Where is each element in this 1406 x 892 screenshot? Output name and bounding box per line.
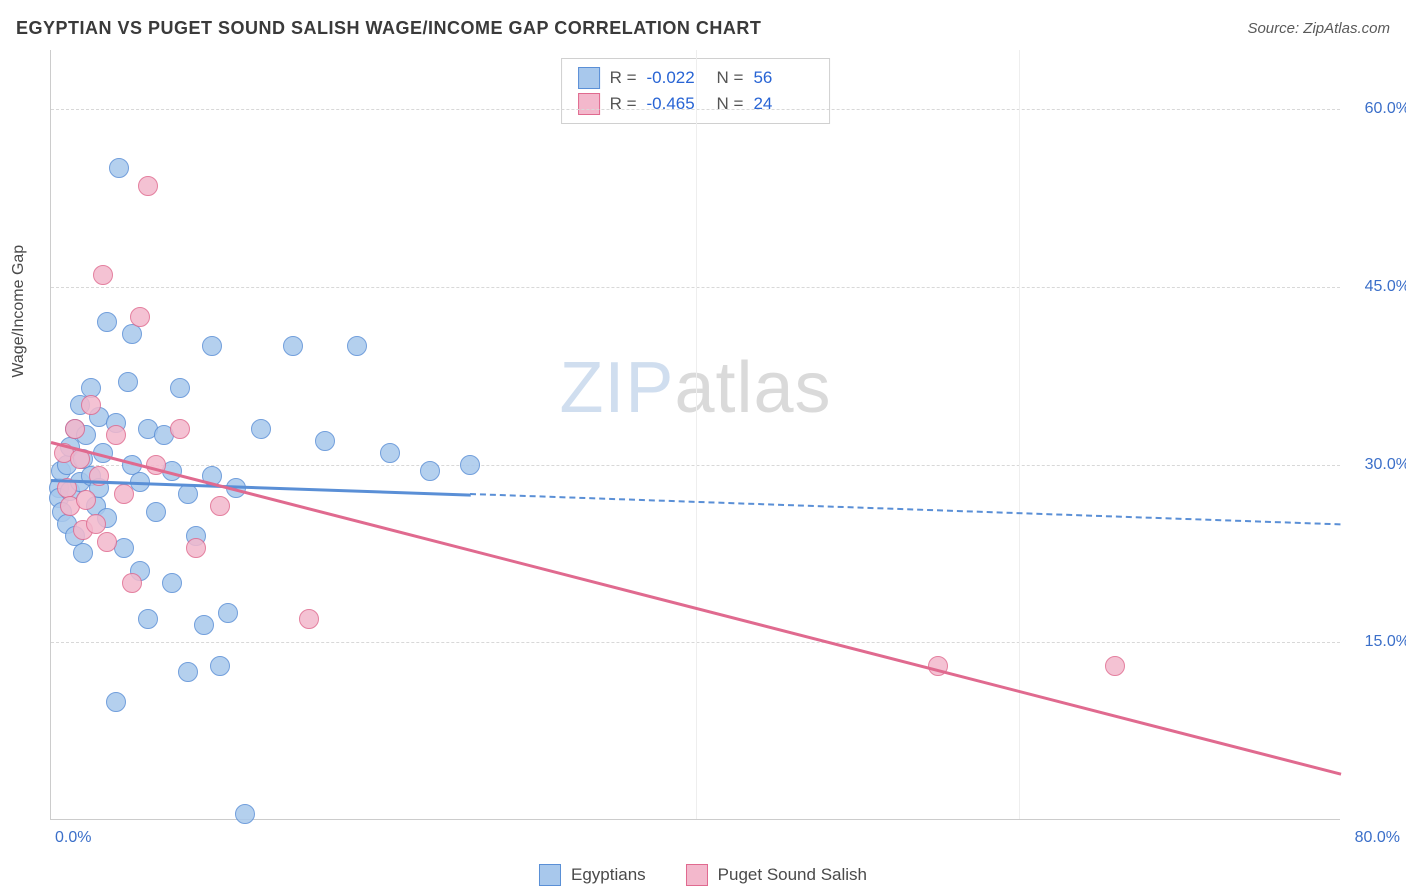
- swatch-salish: [578, 93, 600, 115]
- y-axis-title: Wage/Income Gap: [10, 244, 28, 377]
- data-point: [73, 543, 93, 563]
- data-point: [460, 455, 480, 475]
- data-point: [97, 312, 117, 332]
- bottom-legend: Egyptians Puget Sound Salish: [539, 864, 867, 886]
- data-point: [114, 484, 134, 504]
- y-tick-label: 60.0%: [1365, 100, 1406, 118]
- data-point: [210, 496, 230, 516]
- y-tick-label: 15.0%: [1365, 633, 1406, 651]
- data-point: [122, 573, 142, 593]
- legend-swatch-egyptians: [539, 864, 561, 886]
- data-point: [178, 662, 198, 682]
- r-label: R =: [610, 68, 637, 88]
- r-value-salish: -0.465: [647, 94, 707, 114]
- y-tick-label: 30.0%: [1365, 456, 1406, 474]
- chart-title: EGYPTIAN VS PUGET SOUND SALISH WAGE/INCO…: [16, 18, 761, 39]
- plot-area: Wage/Income Gap ZIPatlas R = -0.022 N = …: [50, 50, 1340, 820]
- data-point: [210, 656, 230, 676]
- legend-item-egyptians: Egyptians: [539, 864, 646, 886]
- data-point: [202, 336, 222, 356]
- watermark-atlas: atlas: [674, 348, 831, 428]
- data-point: [76, 490, 96, 510]
- n-label: N =: [717, 94, 744, 114]
- data-point: [283, 336, 303, 356]
- data-point: [315, 431, 335, 451]
- data-point: [97, 532, 117, 552]
- data-point: [420, 461, 440, 481]
- watermark-zip: ZIP: [559, 348, 674, 428]
- data-point: [138, 176, 158, 196]
- data-point: [218, 603, 238, 623]
- grid-v: [696, 50, 697, 819]
- data-point: [1105, 656, 1125, 676]
- data-point: [194, 615, 214, 635]
- data-point: [146, 502, 166, 522]
- x-tick-label-min: 0.0%: [55, 829, 91, 847]
- data-point: [170, 419, 190, 439]
- data-point: [122, 324, 142, 344]
- r-label: R =: [610, 94, 637, 114]
- source-label: Source: ZipAtlas.com: [1247, 20, 1390, 37]
- data-point: [86, 514, 106, 534]
- data-point: [347, 336, 367, 356]
- x-tick-label-max: 80.0%: [1355, 829, 1400, 847]
- r-value-egyptians: -0.022: [647, 68, 707, 88]
- legend-item-salish: Puget Sound Salish: [686, 864, 867, 886]
- data-point: [106, 692, 126, 712]
- data-point: [138, 609, 158, 629]
- swatch-egyptians: [578, 67, 600, 89]
- n-label: N =: [717, 68, 744, 88]
- data-point: [65, 419, 85, 439]
- data-point: [170, 378, 190, 398]
- legend-label-egyptians: Egyptians: [571, 865, 646, 885]
- legend-label-salish: Puget Sound Salish: [718, 865, 867, 885]
- data-point: [235, 804, 255, 824]
- legend-swatch-salish: [686, 864, 708, 886]
- data-point: [93, 265, 113, 285]
- data-point: [380, 443, 400, 463]
- data-point: [299, 609, 319, 629]
- data-point: [109, 158, 129, 178]
- y-tick-label: 45.0%: [1365, 278, 1406, 296]
- data-point: [162, 573, 182, 593]
- n-value-salish: 24: [753, 94, 813, 114]
- data-point: [251, 419, 271, 439]
- data-point: [178, 484, 198, 504]
- trend-line: [470, 493, 1341, 525]
- data-point: [118, 372, 138, 392]
- data-point: [186, 538, 206, 558]
- data-point: [106, 425, 126, 445]
- grid-v: [1019, 50, 1020, 819]
- n-value-egyptians: 56: [753, 68, 813, 88]
- data-point: [81, 395, 101, 415]
- data-point: [130, 307, 150, 327]
